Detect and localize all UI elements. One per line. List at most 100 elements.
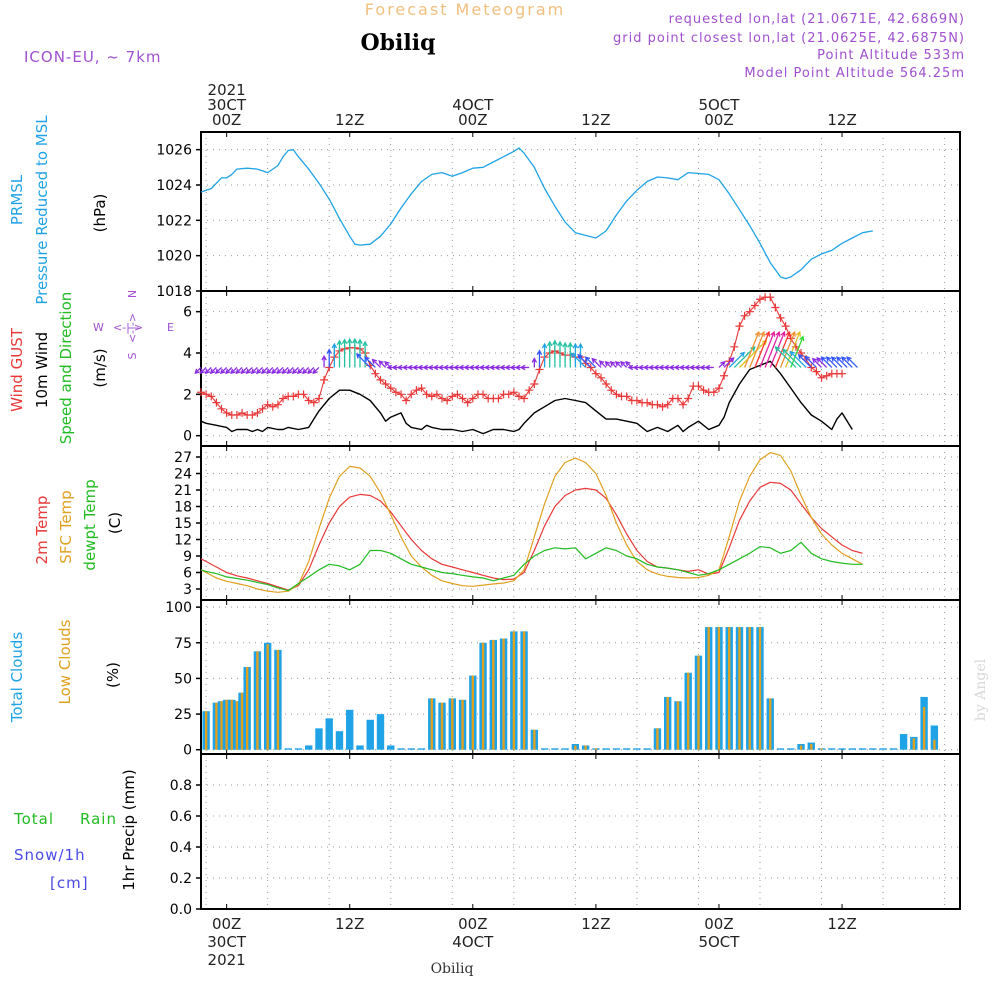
wind-direction-arrow <box>779 331 796 368</box>
low-cloud-bar <box>584 745 587 750</box>
pressure-line <box>200 147 873 280</box>
wind-arrow-head <box>570 352 576 358</box>
wind-arrow-head <box>562 341 568 348</box>
wind-arrow-head <box>683 364 690 371</box>
wind-arrow-head <box>478 364 485 371</box>
low-cloud-bar <box>676 701 680 750</box>
gust-marker <box>750 301 759 310</box>
gust-marker <box>386 384 395 393</box>
wind-arrow-head <box>357 338 363 345</box>
model-label: ICON-EU, ~ 7km <box>24 48 162 66</box>
gust-marker <box>279 394 288 403</box>
dewpt-label: dewpt Temp <box>81 479 99 570</box>
gust-marker <box>432 390 441 399</box>
gust-marker <box>632 396 641 405</box>
wind-arrow-head <box>729 357 735 363</box>
gust-marker <box>407 390 416 399</box>
wind-arrow-head <box>194 368 200 375</box>
low-cloud-bar <box>687 672 690 750</box>
top-time-label: 00Z <box>704 111 733 129</box>
pressure-label-2: Pressure Reduced to MSL <box>33 115 51 305</box>
wind-arrow-head <box>448 364 454 371</box>
wind-arrow-head <box>514 364 521 371</box>
gust-line <box>200 296 842 416</box>
gust-marker <box>591 369 600 378</box>
bottom-time-label: 2021 <box>208 951 246 969</box>
wind-direction-arrow <box>723 357 735 368</box>
compass-rose: W <-|-> E N <-|-> S <box>93 290 174 360</box>
low-cloud-bar <box>769 698 772 750</box>
gust-marker <box>525 386 534 395</box>
wind-arrow-head <box>296 368 303 375</box>
compass-south: S <box>126 352 139 359</box>
gust-marker <box>530 380 539 388</box>
gust-marker <box>314 394 323 403</box>
low-cloud-bar <box>440 702 444 750</box>
wind-arrow-head <box>250 368 257 375</box>
low-cloud-bar <box>461 699 464 750</box>
gust-marker <box>504 390 513 399</box>
gust-marker <box>740 311 749 320</box>
wind-arrow-head <box>811 357 818 364</box>
gust-marker <box>422 390 431 399</box>
wind-direction-arrow <box>841 356 853 368</box>
y-tick-label: 25 <box>174 707 192 723</box>
y-tick-label: 0.0 <box>170 902 192 918</box>
gust-marker <box>299 390 308 399</box>
total-cloud-bar <box>633 748 641 750</box>
compass-arrow: <-|-> <box>113 321 143 334</box>
wind-arrow-head <box>825 356 832 362</box>
wind-arrow-head <box>604 360 611 367</box>
wind-arrow-head <box>384 360 390 367</box>
wind-arrow-head <box>699 364 705 371</box>
wind-direction-arrow <box>812 358 822 368</box>
wind-arrow-head <box>830 356 837 362</box>
bottom-time-label: 12Z <box>581 915 610 933</box>
gust-marker <box>807 363 816 372</box>
wind-arrow-head <box>609 360 616 367</box>
wind-labels: Wind GUST 10m Wind Speed and Direction (… <box>8 290 174 444</box>
wind-arrow-head <box>355 353 362 359</box>
wind-arrow-head <box>442 364 449 371</box>
total-cloud-bar <box>858 748 867 750</box>
top-time-label: 12Z <box>827 111 856 129</box>
wind-direction-arrow <box>378 360 387 368</box>
gust-marker <box>248 411 257 419</box>
wind-arrow-head <box>846 356 852 362</box>
gust-marker <box>232 411 241 419</box>
wind-direction-arrow <box>739 340 767 368</box>
t2m-line <box>200 481 863 591</box>
gust-marker <box>217 404 226 413</box>
wind-arrow-head <box>437 364 444 371</box>
chart-title: Forecast Meteogram <box>365 0 565 19</box>
wind-arrow-head <box>754 330 760 337</box>
gust-marker <box>448 392 457 401</box>
gust-marker <box>771 303 780 312</box>
gust-marker <box>376 375 385 384</box>
wind-direction-arrow <box>759 331 775 368</box>
wind-arrow-head <box>637 364 644 371</box>
wind-arrow-head <box>391 364 398 371</box>
wind-arrow-head <box>841 356 847 362</box>
wind-arrow-head <box>509 364 516 371</box>
wind-direction-arrow <box>846 356 858 368</box>
wind-direction-arrow <box>585 356 597 368</box>
wind-arrow-head <box>494 364 500 371</box>
wind-arrow-head <box>463 364 470 371</box>
wind-direction-arrow <box>790 336 804 368</box>
wind-arrow-head <box>759 330 766 337</box>
low-cloud-bar <box>256 651 259 750</box>
gust-marker <box>427 392 436 401</box>
wind-arrow-head <box>473 364 480 371</box>
gust-marker <box>781 322 790 331</box>
y-tick-label: 27 <box>174 450 192 466</box>
wind-arrow-head <box>378 360 384 366</box>
gust-marker <box>663 400 672 409</box>
total-cloud-bar <box>838 748 846 750</box>
low-cloud-bar <box>922 706 926 750</box>
y-tick-label: 15 <box>174 516 192 532</box>
gust-marker <box>263 400 272 409</box>
gust-marker <box>402 396 411 405</box>
sfc-temp-line <box>200 452 863 593</box>
y-tick-label: 24 <box>174 467 192 483</box>
